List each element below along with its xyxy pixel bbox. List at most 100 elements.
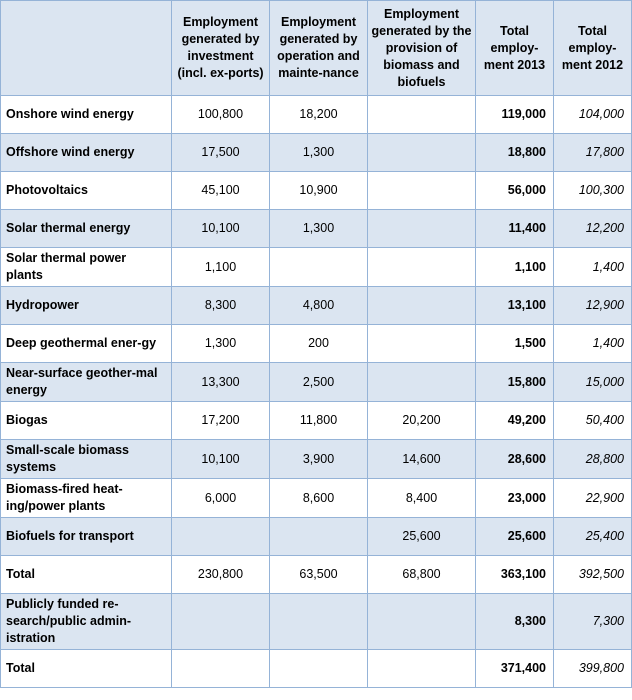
cell-operation: 200: [269, 324, 368, 363]
cell-total-2012: 12,900: [553, 286, 632, 325]
row-label: Biogas: [0, 401, 172, 440]
cell-total-2013: 8,300: [475, 593, 554, 650]
cell-total-2013: 56,000: [475, 171, 554, 210]
cell-biomass: [367, 362, 476, 402]
row-label: Photovoltaics: [0, 171, 172, 210]
cell-total-2012: 104,000: [553, 95, 632, 134]
cell-biomass: [367, 324, 476, 363]
cell-investment: 13,300: [171, 362, 270, 402]
cell-operation: 8,600: [269, 478, 368, 518]
cell-total-2013: 119,000: [475, 95, 554, 134]
row-label: Biomass-fired heat-ing/power plants: [0, 478, 172, 518]
header-corner-cell: [0, 0, 172, 96]
header-investment: Employment generated by investment (incl…: [171, 0, 270, 96]
cell-biomass: [367, 286, 476, 325]
cell-total-2012: 12,200: [553, 209, 632, 248]
cell-investment: 6,000: [171, 478, 270, 518]
cell-investment: [171, 649, 270, 688]
table-row: Biofuels for transport 25,600 25,600 25,400: [0, 517, 632, 556]
table-row: Photovoltaics 45,100 10,900 56,000 100,300: [0, 171, 632, 210]
row-label: Onshore wind energy: [0, 95, 172, 134]
cell-biomass: [367, 133, 476, 172]
cell-biomass: [367, 95, 476, 134]
cell-biomass: 8,400: [367, 478, 476, 518]
row-label: Solar thermal energy: [0, 209, 172, 248]
cell-total-2012: 50,400: [553, 401, 632, 440]
cell-total-2012: 100,300: [553, 171, 632, 210]
cell-total-2013: 49,200: [475, 401, 554, 440]
row-label: Offshore wind energy: [0, 133, 172, 172]
cell-operation: 2,500: [269, 362, 368, 402]
cell-total-2013: 28,600: [475, 439, 554, 479]
table-row: Small-scale biomass systems 10,100 3,900 14…: [0, 439, 632, 479]
row-label: Solar thermal power plants: [0, 247, 172, 287]
table-row: Offshore wind energy 17,500 1,300 18,800 17,…: [0, 133, 632, 172]
cell-operation: 63,500: [269, 555, 368, 594]
cell-investment: [171, 593, 270, 650]
cell-operation: 18,200: [269, 95, 368, 134]
cell-biomass: 68,800: [367, 555, 476, 594]
table-row: Biomass-fired heat-ing/power plants 6,000…: [0, 478, 632, 518]
cell-total-2013: 11,400: [475, 209, 554, 248]
row-label: Near-surface geother-mal energy: [0, 362, 172, 402]
cell-total-2012: 1,400: [553, 247, 632, 287]
cell-operation: 4,800: [269, 286, 368, 325]
row-label: Total: [0, 649, 172, 688]
cell-biomass: 14,600: [367, 439, 476, 479]
cell-operation: 10,900: [269, 171, 368, 210]
cell-total-2012: 399,800: [553, 649, 632, 688]
cell-operation: [269, 517, 368, 556]
cell-biomass: [367, 209, 476, 248]
table-row: Near-surface geother-mal energy 13,300 2,5…: [0, 362, 632, 402]
cell-operation: 11,800: [269, 401, 368, 440]
cell-investment: 8,300: [171, 286, 270, 325]
cell-total-2012: 25,400: [553, 517, 632, 556]
cell-investment: 100,800: [171, 95, 270, 134]
cell-biomass: 20,200: [367, 401, 476, 440]
cell-total-2013: 18,800: [475, 133, 554, 172]
cell-total-2013: 363,100: [475, 555, 554, 594]
cell-total-2013: 1,100: [475, 247, 554, 287]
cell-investment: [171, 517, 270, 556]
table-row: Hydropower 8,300 4,800 13,100 12,900: [0, 286, 632, 325]
table-row: Solar thermal energy 10,100 1,300 11,400 12,…: [0, 209, 632, 248]
cell-total-2013: 15,800: [475, 362, 554, 402]
header-operation: Employment generated by operation and ma…: [269, 0, 368, 96]
cell-investment: 230,800: [171, 555, 270, 594]
cell-total-2013: 25,600: [475, 517, 554, 556]
row-label: Hydropower: [0, 286, 172, 325]
cell-total-2013: 371,400: [475, 649, 554, 688]
cell-investment: 1,300: [171, 324, 270, 363]
row-label: Publicly funded re-search/public admin-i…: [0, 593, 172, 650]
table-row: Publicly funded re-search/public admin-i…: [0, 593, 632, 650]
row-label: Small-scale biomass systems: [0, 439, 172, 479]
cell-operation: [269, 593, 368, 650]
cell-total-2012: 392,500: [553, 555, 632, 594]
cell-operation: 1,300: [269, 209, 368, 248]
header-total-2012: Total employ-ment 2012: [553, 0, 632, 96]
cell-operation: 3,900: [269, 439, 368, 479]
header-biomass: Employment generated by the provision of…: [367, 0, 476, 96]
cell-total-2013: 13,100: [475, 286, 554, 325]
cell-total-2012: 22,900: [553, 478, 632, 518]
table-row: Total 230,800 63,500 68,800 363,100 392,500: [0, 555, 632, 594]
cell-total-2012: 1,400: [553, 324, 632, 363]
cell-operation: [269, 247, 368, 287]
cell-investment: 10,100: [171, 209, 270, 248]
cell-total-2012: 7,300: [553, 593, 632, 650]
cell-investment: 1,100: [171, 247, 270, 287]
table-row: Biogas 17,200 11,800 20,200 49,200 50,400: [0, 401, 632, 440]
cell-biomass: [367, 247, 476, 287]
row-label: Total: [0, 555, 172, 594]
cell-total-2012: 15,000: [553, 362, 632, 402]
cell-biomass: 25,600: [367, 517, 476, 556]
table-row: Deep geothermal ener-gy 1,300 200 1,500 1,40…: [0, 324, 632, 363]
cell-investment: 17,500: [171, 133, 270, 172]
cell-operation: 1,300: [269, 133, 368, 172]
table-body: Onshore wind energy 100,800 18,200 119,000 1…: [0, 95, 632, 688]
row-label: Deep geothermal ener-gy: [0, 324, 172, 363]
table-row: Onshore wind energy 100,800 18,200 119,000 1…: [0, 95, 632, 134]
table-row: Total 371,400 399,800: [0, 649, 632, 688]
cell-biomass: [367, 593, 476, 650]
